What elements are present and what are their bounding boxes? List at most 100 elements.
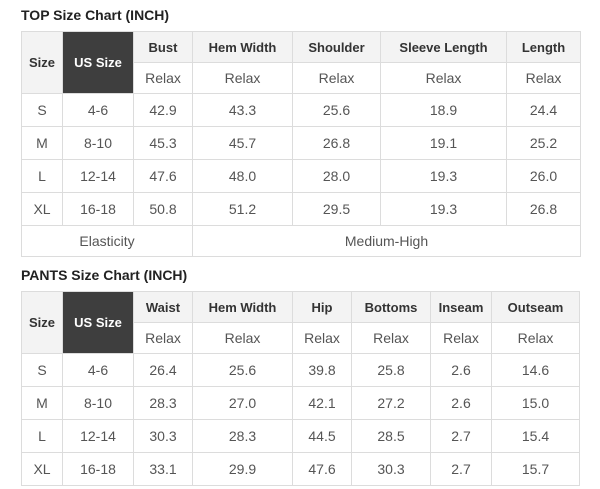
value-cell: 48.0 <box>192 159 293 193</box>
value-cell: 15.0 <box>491 386 580 420</box>
table-row-m: M 8-10 45.3 45.7 26.8 19.1 25.2 <box>21 126 581 160</box>
value-cell: 19.1 <box>380 126 507 160</box>
top-chart-title: TOP Size Chart (INCH) <box>21 7 170 23</box>
table-row-l: L 12-14 47.6 48.0 28.0 19.3 26.0 <box>21 159 581 193</box>
value-cell: 45.7 <box>192 126 293 160</box>
value-cell: 29.5 <box>292 192 381 226</box>
column-header-bottoms: Bottoms <box>351 291 431 323</box>
value-cell: 51.2 <box>192 192 293 226</box>
relax-subheader: Relax <box>292 62 381 94</box>
value-cell: 26.8 <box>292 126 381 160</box>
relax-subheader: Relax <box>292 322 352 354</box>
size-column-header: Size <box>21 31 63 94</box>
column-header-shoulder: Shoulder <box>292 31 381 63</box>
relax-subheader: Relax <box>192 322 293 354</box>
us-size-cell: 12-14 <box>62 419 134 453</box>
us-size-cell: 8-10 <box>62 126 134 160</box>
table-row-s: S 4-6 42.9 43.3 25.6 18.9 24.4 <box>21 93 581 127</box>
value-cell: 25.8 <box>351 353 431 387</box>
elasticity-label-cell: Elasticity <box>21 225 193 257</box>
pants-subheader-row: Relax Relax Relax Relax Relax Relax <box>22 322 580 354</box>
top-header-row: Size US Size Bust Hem Width Shoulder Sle… <box>21 31 581 94</box>
relax-subheader: Relax <box>430 322 492 354</box>
value-cell: 30.3 <box>351 452 431 486</box>
value-cell: 27.2 <box>351 386 431 420</box>
table-row-xl: XL 16-18 33.1 29.9 47.6 30.3 2.7 15.7 <box>21 452 580 486</box>
size-cell: S <box>21 93 63 127</box>
table-row-m: M 8-10 28.3 27.0 42.1 27.2 2.6 15.0 <box>21 386 580 420</box>
us-size-cell: 4-6 <box>62 353 134 387</box>
top-subheader-row: Relax Relax Relax Relax Relax <box>22 62 581 94</box>
value-cell: 26.8 <box>506 192 581 226</box>
value-cell: 2.6 <box>430 386 492 420</box>
value-cell: 15.4 <box>491 419 580 453</box>
value-cell: 39.8 <box>292 353 352 387</box>
relax-subheader: Relax <box>506 62 581 94</box>
us-size-cell: 16-18 <box>62 452 134 486</box>
value-cell: 28.0 <box>292 159 381 193</box>
size-column-header: Size <box>21 291 63 354</box>
value-cell: 27.0 <box>192 386 293 420</box>
value-cell: 33.1 <box>133 452 193 486</box>
value-cell: 44.5 <box>292 419 352 453</box>
value-cell: 25.6 <box>292 93 381 127</box>
size-cell: S <box>21 353 63 387</box>
value-cell: 24.4 <box>506 93 581 127</box>
value-cell: 2.7 <box>430 419 492 453</box>
value-cell: 28.3 <box>133 386 193 420</box>
value-cell: 28.5 <box>351 419 431 453</box>
value-cell: 42.1 <box>292 386 352 420</box>
column-header-hip: Hip <box>292 291 352 323</box>
table-row-l: L 12-14 30.3 28.3 44.5 28.5 2.7 15.4 <box>21 419 580 453</box>
pants-size-chart-table: Size US Size Waist Hem Width Hip Bottoms… <box>21 291 580 486</box>
pants-chart-title: PANTS Size Chart (INCH) <box>21 267 188 283</box>
value-cell: 42.9 <box>133 93 193 127</box>
value-cell: 50.8 <box>133 192 193 226</box>
value-cell: 25.2 <box>506 126 581 160</box>
relax-subheader: Relax <box>380 62 507 94</box>
value-cell: 19.3 <box>380 159 507 193</box>
value-cell: 26.4 <box>133 353 193 387</box>
pants-chart-block: PANTS Size Chart (INCH) Size US Size Wai… <box>21 267 600 486</box>
column-header-hem-width: Hem Width <box>192 291 293 323</box>
us-size-cell: 4-6 <box>62 93 134 127</box>
relax-subheader: Relax <box>351 322 431 354</box>
relax-subheader: Relax <box>133 322 193 354</box>
column-header-outseam: Outseam <box>491 291 580 323</box>
value-cell: 26.0 <box>506 159 581 193</box>
relax-subheader: Relax <box>133 62 193 94</box>
value-cell: 29.9 <box>192 452 293 486</box>
value-cell: 43.3 <box>192 93 293 127</box>
pants-header-row: Size US Size Waist Hem Width Hip Bottoms… <box>21 291 580 354</box>
value-cell: 47.6 <box>133 159 193 193</box>
value-cell: 15.7 <box>491 452 580 486</box>
us-size-cell: 16-18 <box>62 192 134 226</box>
column-header-length: Length <box>506 31 581 63</box>
us-size-cell: 8-10 <box>62 386 134 420</box>
us-size-cell: 12-14 <box>62 159 134 193</box>
column-header-waist: Waist <box>133 291 193 323</box>
size-cell: M <box>21 386 63 420</box>
value-cell: 47.6 <box>292 452 352 486</box>
value-cell: 30.3 <box>133 419 193 453</box>
size-cell: L <box>21 159 63 193</box>
value-cell: 28.3 <box>192 419 293 453</box>
value-cell: 19.3 <box>380 192 507 226</box>
column-header-sleeve-length: Sleeve Length <box>380 31 507 63</box>
value-cell: 14.6 <box>491 353 580 387</box>
elasticity-row: Elasticity Medium-High <box>21 225 581 257</box>
us-size-column-header: US Size <box>62 31 134 94</box>
size-cell: XL <box>21 192 63 226</box>
value-cell: 18.9 <box>380 93 507 127</box>
size-cell: XL <box>21 452 63 486</box>
table-row-xl: XL 16-18 50.8 51.2 29.5 19.3 26.8 <box>21 192 581 226</box>
size-cell: M <box>21 126 63 160</box>
size-cell: L <box>21 419 63 453</box>
value-cell: 25.6 <box>192 353 293 387</box>
relax-subheader: Relax <box>192 62 293 94</box>
column-header-inseam: Inseam <box>430 291 492 323</box>
top-size-chart-table: Size US Size Bust Hem Width Shoulder Sle… <box>21 31 581 257</box>
value-cell: 2.6 <box>430 353 492 387</box>
us-size-column-header: US Size <box>62 291 134 354</box>
